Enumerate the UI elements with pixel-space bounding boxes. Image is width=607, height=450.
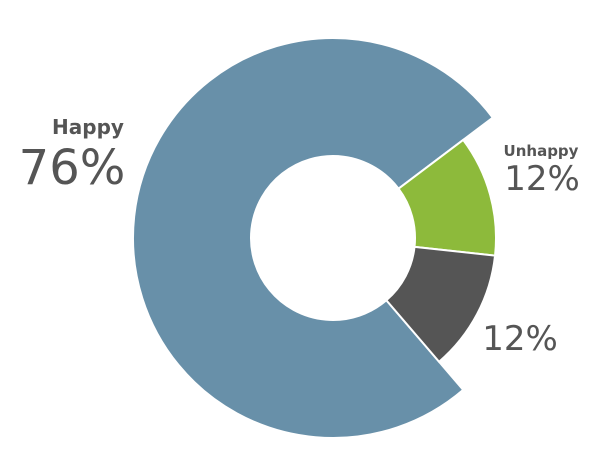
slice [132,37,495,439]
value-label: 12% [482,319,558,359]
slice [384,245,497,364]
value-label: 76% [19,140,126,196]
category-label: Happy [52,115,124,139]
value-label: 12% [504,159,580,199]
category-label: Unhappy [504,142,579,160]
